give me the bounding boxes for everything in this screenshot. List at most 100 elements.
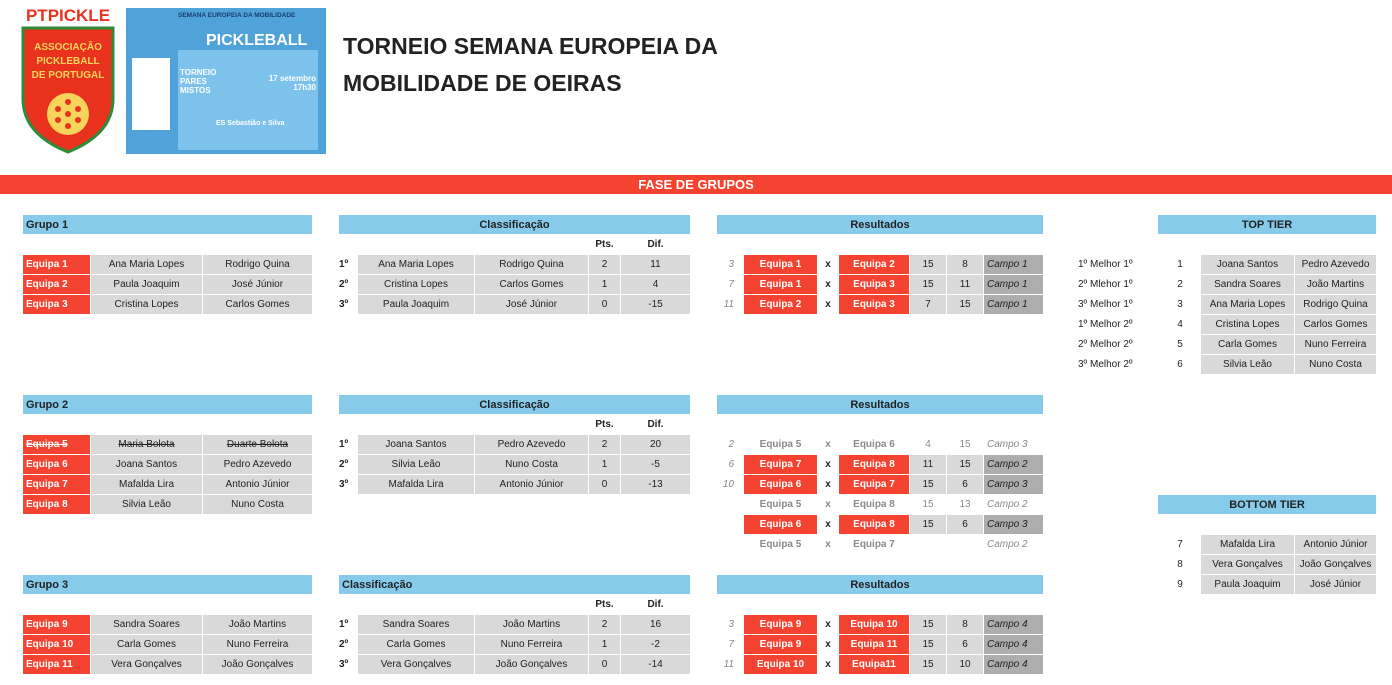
court-label: Campo 2 — [987, 499, 1028, 510]
team-label: Equipa 3 — [23, 295, 90, 314]
match-team-1: Equipa 5 — [759, 539, 802, 550]
score-2: 11 — [947, 275, 983, 294]
court-label: Campo 1 — [984, 275, 1043, 294]
seed-number: 2 — [1177, 279, 1183, 290]
match-number: 10 — [722, 479, 734, 490]
match-team-1: Equipa 1 — [744, 255, 817, 274]
match-number: 6 — [728, 459, 734, 470]
results-header: Resultados — [717, 395, 1043, 414]
player-name: Sandra Soares — [358, 615, 474, 634]
score-2: 13 — [959, 499, 971, 510]
seed-label: 3º Melhor 2º — [1078, 359, 1133, 370]
player-name: Duarte Bolota — [203, 435, 312, 454]
svg-text:PTPICKLE: PTPICKLE — [26, 6, 110, 25]
score-2: 8 — [947, 255, 983, 274]
points: 0 — [589, 295, 620, 314]
point-difference: 16 — [621, 615, 690, 634]
team-label: Equipa 1 — [23, 255, 90, 274]
player-name: Carlos Gomes — [475, 275, 588, 294]
player-name: Mafalda Lira — [358, 475, 474, 494]
player-name: Antonio Júnior — [475, 475, 588, 494]
standing-rank: 1º — [339, 619, 349, 630]
score-1 — [910, 535, 946, 554]
player-name: Vera Gonçalves — [1201, 555, 1294, 574]
phase-banner: FASE DE GRUPOS — [0, 175, 1392, 194]
player-name: Nuno Ferreira — [475, 635, 588, 654]
player-name: Rodrigo Quina — [475, 255, 588, 274]
point-difference: -14 — [621, 655, 690, 674]
player-name: José Júnior — [1295, 575, 1376, 594]
dif-label: Dif. — [647, 599, 664, 610]
score-2: 6 — [947, 515, 983, 534]
results-header: Resultados — [717, 215, 1043, 234]
player-name: José Júnior — [203, 275, 312, 294]
dif-label: Dif. — [647, 419, 664, 430]
court-label: Campo 4 — [984, 655, 1043, 674]
match-team-2: Equipa 6 — [853, 439, 895, 450]
player-name: Ana Maria Lopes — [91, 255, 202, 274]
score-1: 15 — [910, 635, 946, 654]
player-name: Vera Gonçalves — [91, 655, 202, 674]
point-difference: -5 — [621, 455, 690, 474]
point-difference: 4 — [621, 275, 690, 294]
match-team-2: Equipa 3 — [839, 295, 909, 314]
points: 0 — [589, 655, 620, 674]
bottom-tier-header: BOTTOM TIER — [1158, 495, 1376, 514]
seed-label: 2º Mlehor 1º — [1078, 279, 1133, 290]
player-name: João Gonçalves — [1295, 555, 1376, 574]
player-name: Paula Joaquim — [358, 295, 474, 314]
player-name: Cristina Lopes — [1201, 315, 1294, 334]
points: 0 — [589, 475, 620, 494]
match-team-2: Equipa 10 — [839, 615, 909, 634]
player-name: Sandra Soares — [1201, 275, 1294, 294]
vs-label: x — [825, 619, 831, 630]
player-name: Vera Gonçalves — [358, 655, 474, 674]
player-name: Carla Gomes — [1201, 335, 1294, 354]
team-label: Equipa 5 — [23, 435, 90, 454]
court-label: Campo 4 — [984, 635, 1043, 654]
player-name: Silvia Leão — [91, 495, 202, 514]
score-1: 15 — [910, 275, 946, 294]
team-label: Equipa 10 — [23, 635, 90, 654]
player-name: Nuno Costa — [475, 455, 588, 474]
player-name: Carlos Gomes — [1295, 315, 1376, 334]
svg-text:ASSOCIAÇÃO: ASSOCIAÇÃO — [34, 40, 102, 53]
seed-number: 8 — [1177, 559, 1183, 570]
player-name: Paula Joaquim — [1201, 575, 1294, 594]
page-title: TORNEIO SEMANA EUROPEIA DA MOBILIDADE DE … — [343, 33, 718, 96]
score-2: 6 — [947, 475, 983, 494]
match-team-2: Equipa 8 — [853, 499, 895, 510]
score-1: 4 — [925, 439, 931, 450]
score-2: 10 — [947, 655, 983, 674]
vs-label: x — [825, 459, 831, 470]
vs-label: x — [825, 519, 831, 530]
standing-rank: 2º — [339, 459, 349, 470]
player-name: Nuno Ferreira — [203, 635, 312, 654]
court-label: Campo 4 — [984, 615, 1043, 634]
match-number: 2 — [728, 439, 734, 450]
seed-label: 1º Melhor 2º — [1078, 319, 1133, 330]
score-1: 15 — [910, 515, 946, 534]
svg-text:DE PORTUGAL: DE PORTUGAL — [32, 70, 105, 81]
player-name: Silvia Leão — [358, 455, 474, 474]
point-difference: 11 — [621, 255, 690, 274]
match-team-1: Equipa 6 — [744, 475, 817, 494]
seed-number: 4 — [1177, 319, 1183, 330]
point-difference: 20 — [621, 435, 690, 454]
match-team-1: Equipa 2 — [744, 295, 817, 314]
team-label: Equipa 7 — [23, 475, 90, 494]
match-number — [717, 495, 734, 514]
standing-rank: 3º — [339, 659, 349, 670]
player-name: João Martins — [475, 615, 588, 634]
score-1: 15 — [922, 499, 934, 510]
seed-label: 1º Melhor 1º — [1078, 259, 1133, 270]
match-number: 11 — [723, 299, 734, 310]
seed-number: 6 — [1177, 359, 1183, 370]
score-1: 15 — [910, 655, 946, 674]
group-title: Grupo 2 — [23, 395, 312, 414]
player-name: Nuno Costa — [1295, 355, 1376, 374]
group-title: Grupo 3 — [23, 575, 312, 594]
score-1: 15 — [910, 615, 946, 634]
player-name: João Martins — [1295, 275, 1376, 294]
score-2: 15 — [959, 439, 971, 450]
